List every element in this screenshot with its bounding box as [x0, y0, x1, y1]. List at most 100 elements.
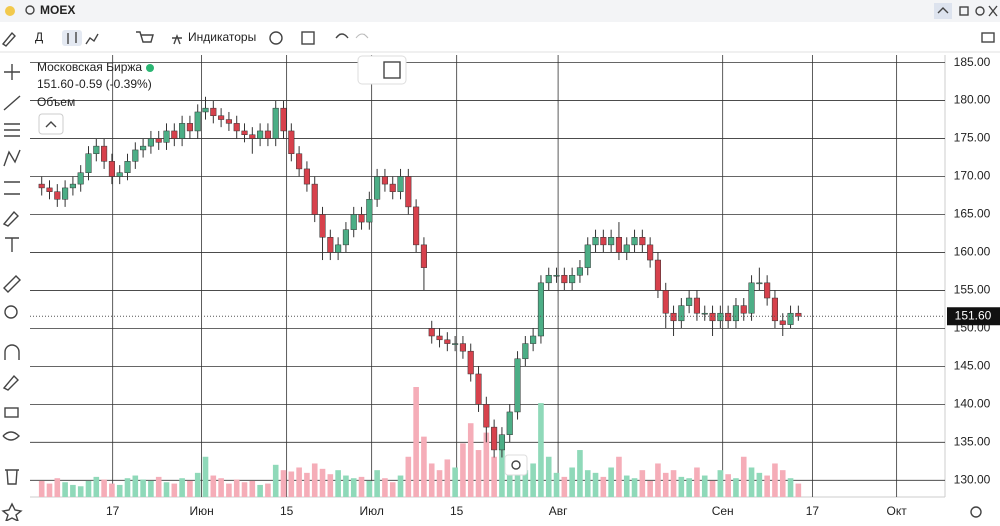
candle-body [108, 161, 115, 177]
projection-tool[interactable] [4, 181, 20, 195]
candle-body [756, 282, 763, 285]
ruler-tool[interactable] [3, 275, 21, 293]
volume-bar [265, 483, 271, 497]
add-icon[interactable] [269, 31, 283, 45]
collapse-button[interactable] [934, 3, 952, 19]
reset-button[interactable] [504, 454, 528, 476]
ticker[interactable]: MOEX [40, 3, 75, 17]
candle-body [280, 107, 287, 132]
candle-body [381, 176, 388, 185]
drawing-float-panel[interactable] [357, 55, 407, 85]
change-value: -0.59 (-0.39%) [75, 77, 152, 91]
y-tick-label: 140.00 [954, 397, 991, 411]
volume-bar [374, 470, 380, 497]
volume-bar [116, 484, 123, 497]
last-price-label: 151.60 [955, 308, 992, 322]
brush-tool[interactable] [2, 210, 19, 227]
candle-type[interactable] [62, 30, 82, 46]
candle-body [225, 119, 232, 124]
volume-bar [272, 464, 279, 497]
volume-bar [218, 478, 224, 497]
volume-bar [608, 467, 614, 497]
volume-bar [124, 478, 131, 497]
volume-bar [148, 480, 154, 497]
volume-bar [171, 483, 178, 497]
magnet-tool[interactable] [4, 344, 20, 360]
candle-body [584, 244, 591, 268]
volume-bar [452, 467, 458, 497]
candle-body [662, 290, 669, 314]
volume-bar [764, 475, 770, 497]
pattern-tool[interactable] [3, 149, 21, 167]
volume-bar [366, 480, 373, 497]
trend-tool[interactable] [3, 95, 21, 111]
period[interactable]: Д [35, 30, 43, 44]
candle-body [491, 426, 498, 451]
layout-icon[interactable] [301, 31, 315, 45]
volume-bar [179, 478, 185, 497]
candle-body [686, 297, 693, 306]
volume-bar [795, 483, 802, 497]
favorite-tool[interactable] [1, 502, 23, 523]
volume-bar [460, 443, 466, 497]
candle-body [342, 229, 349, 246]
left-toolbar [1, 64, 23, 523]
candle-body [319, 214, 326, 238]
candle-body [210, 107, 217, 117]
candle-body [132, 149, 139, 162]
volume-bar [647, 480, 653, 497]
candle-body [654, 259, 661, 291]
settings-icon[interactable] [975, 6, 985, 16]
axis-settings[interactable] [970, 506, 982, 518]
redo-icon[interactable] [355, 33, 369, 39]
volume-bar [140, 479, 146, 497]
zoom-tool[interactable] [4, 305, 18, 319]
y-tick-label: 160.00 [954, 245, 991, 259]
x-tick-label: Окт [887, 504, 908, 518]
volume-bar [779, 470, 786, 497]
close-icon[interactable] [988, 5, 998, 17]
volume-bar [483, 432, 490, 497]
select-area-icon[interactable] [383, 61, 401, 79]
volume-bar [467, 423, 474, 497]
volume-bar [311, 463, 318, 497]
volume-bar [93, 476, 100, 497]
last-value: 151.60 [37, 77, 74, 91]
candle-body [155, 138, 162, 143]
crosshair-tool[interactable] [4, 64, 20, 80]
x-tick-label: 15 [280, 504, 294, 518]
eye-tool[interactable] [2, 431, 20, 441]
delete-tool[interactable] [5, 469, 19, 485]
y-tick-label: 135.00 [954, 434, 991, 448]
camera-icon[interactable] [981, 32, 995, 43]
lock-draw-tool[interactable] [2, 374, 19, 391]
volume-bar [514, 456, 521, 497]
candle-body [428, 328, 435, 337]
candle-body [171, 130, 178, 139]
cart-icon[interactable] [136, 31, 154, 43]
candle-body [202, 107, 209, 113]
candle-body [366, 199, 373, 223]
candle-body [413, 206, 420, 246]
candle-body [444, 339, 451, 344]
reset-icon [511, 460, 521, 470]
window-icon[interactable] [959, 6, 969, 16]
pencil-tool[interactable] [1, 31, 16, 47]
collapse-legend[interactable] [38, 113, 64, 135]
undo-icon[interactable] [335, 33, 349, 39]
volume-bar [163, 482, 170, 497]
candle-body [233, 123, 240, 132]
fib-tool[interactable] [4, 123, 20, 137]
y-tick-label: 175.00 [954, 131, 991, 145]
volume-bar [85, 480, 92, 497]
text-tool[interactable] [5, 237, 19, 252]
candle-body [678, 305, 685, 322]
candle-body [498, 434, 505, 451]
candle-body [576, 267, 583, 276]
lock-tool[interactable] [4, 407, 19, 418]
candle-body [264, 130, 271, 139]
volume-bar [421, 436, 427, 497]
candle-body [514, 358, 521, 413]
indicators-button[interactable]: Индикаторы [188, 30, 256, 44]
